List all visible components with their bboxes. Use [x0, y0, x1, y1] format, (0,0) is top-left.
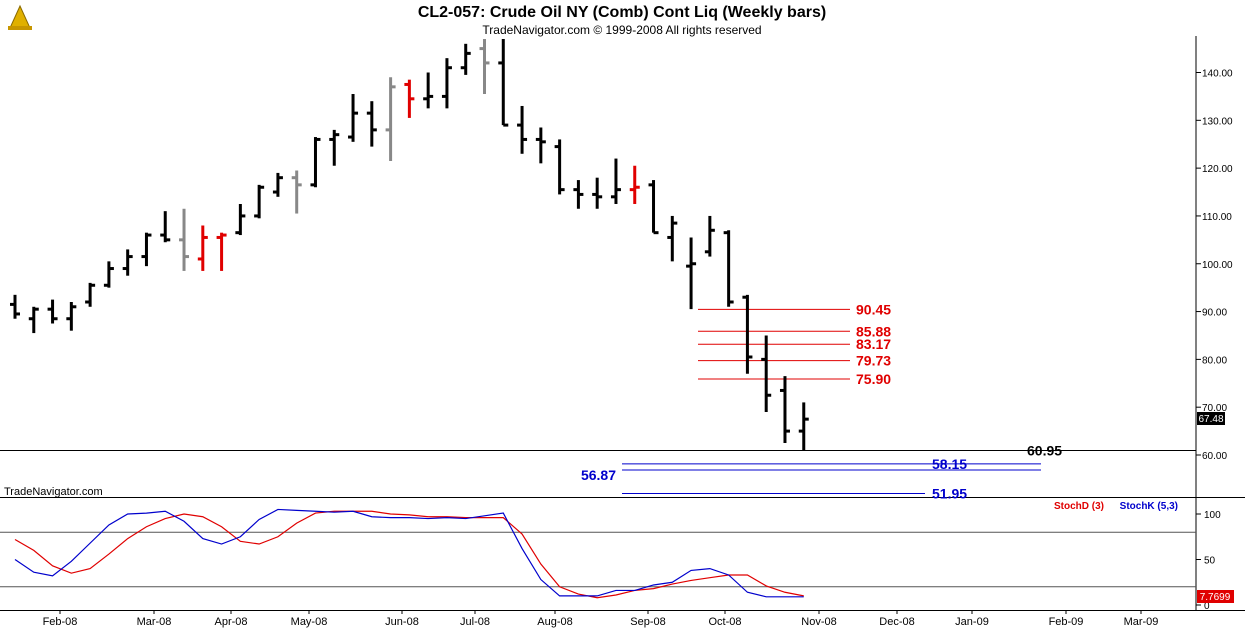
ohlc-bar: [310, 137, 321, 188]
price-level-label: 90.45: [856, 301, 891, 317]
price-level-label: 56.87: [581, 467, 616, 483]
stoch-last-value: 7.7699: [1200, 592, 1231, 603]
stoch-y-tick-label: 100: [1204, 510, 1221, 521]
stoch-y-axis: 0 50 100: [0, 510, 1221, 612]
price-y-tick-label: 120.00: [1202, 164, 1233, 175]
stoch-y-tick-label: 50: [1204, 556, 1216, 567]
price-y-tick-label: 80.00: [1202, 355, 1227, 366]
price-level-label: 60.95: [1027, 442, 1062, 458]
stoch-series-line: [14, 510, 804, 599]
ohlc-bar: [554, 139, 565, 195]
ohlc-bar: [535, 127, 546, 164]
date-tick-label: Nov-08: [801, 616, 836, 628]
date-axis: Feb-08 Mar-08 Apr-08 May-08 Jun-08 Jul-08 Aug-…: [43, 610, 1159, 628]
ohlc-bar: [329, 129, 340, 166]
legend-stochk: StochK (5,3): [1120, 501, 1178, 512]
ohlc-bar: [10, 294, 20, 319]
price-level-label: 51.95: [932, 485, 967, 501]
ohlc-bar: [761, 335, 772, 412]
price-level-label: 85.88: [856, 323, 891, 339]
ohlc-bar: [348, 94, 359, 142]
ohlc-bar: [592, 177, 603, 209]
price-level-label: 79.73: [856, 353, 891, 369]
ohlc-bar: [179, 208, 190, 271]
ohlc-bar: [460, 43, 471, 75]
ohlc-bar: [423, 72, 434, 109]
ohlc-bar: [254, 184, 265, 219]
ohlc-bar: [517, 105, 528, 154]
ohlc-bar: [629, 165, 640, 204]
ohlc-bar: [291, 170, 302, 214]
stoch-legend: StochD (3) StochK (5,3): [1054, 501, 1178, 512]
date-tick-label: Oct-08: [708, 616, 741, 628]
price-level-label: 58.15: [932, 456, 967, 472]
stoch-last-tag: 7.7699: [1197, 590, 1234, 603]
ohlc-bar: [610, 158, 621, 204]
ohlc-bar: [648, 180, 659, 235]
stoch-y-tick-label: 0: [1204, 601, 1210, 612]
date-tick-label: Feb-08: [43, 616, 78, 628]
ohlc-bar: [85, 282, 96, 307]
last-price-value: 67.48: [1198, 414, 1223, 425]
ohlc-bar: [47, 299, 58, 324]
watermark-text: TradeNavigator.com: [4, 486, 103, 498]
ohlc-bar: [272, 172, 283, 197]
ohlc-bar: [686, 237, 697, 310]
date-tick-label: Apr-08: [214, 616, 247, 628]
date-tick-label: Jul-08: [460, 616, 490, 628]
date-tick-label: May-08: [291, 616, 328, 628]
date-tick-label: Dec-08: [879, 616, 914, 628]
date-tick-label: Aug-08: [537, 616, 572, 628]
date-tick-label: Jun-08: [385, 616, 419, 628]
price-y-axis: 60.00 70.00 80.00 90.00 100.00 110.00 120.00 13…: [1196, 69, 1233, 462]
app-logo-icon: [4, 2, 36, 32]
ohlc-bar: [66, 302, 77, 331]
price-bars: [10, 39, 809, 451]
ohlc-bar: [742, 294, 753, 374]
ohlc-bar: [704, 215, 715, 257]
price-y-tick-label: 130.00: [1202, 116, 1233, 127]
ohlc-bar: [441, 58, 452, 109]
ohlc-bar: [216, 232, 227, 271]
ohlc-bar: [573, 180, 584, 209]
ohlc-bar: [479, 39, 490, 95]
date-tick-label: Sep-08: [630, 616, 665, 628]
price-y-tick-label: 140.00: [1202, 69, 1233, 80]
ohlc-bar: [160, 211, 171, 243]
price-y-tick-label: 70.00: [1202, 403, 1227, 414]
price-level-label: 75.90: [856, 371, 891, 387]
date-tick-label: Mar-09: [1124, 616, 1159, 628]
ohlc-bar: [28, 306, 39, 334]
ohlc-bar: [404, 79, 415, 118]
last-price-tag: 67.48: [1197, 412, 1225, 425]
ohlc-bar: [798, 402, 809, 451]
ohlc-bar: [779, 376, 790, 444]
date-tick-label: Jan-09: [955, 616, 989, 628]
ohlc-bar: [197, 225, 208, 271]
ohlc-bar: [235, 203, 246, 236]
stoch-series-line: [14, 508, 804, 598]
ohlc-bar: [141, 232, 152, 267]
stoch-lines: [14, 508, 804, 599]
price-y-tick-label: 60.00: [1202, 451, 1227, 462]
ohlc-bar: [103, 261, 114, 288]
chart-title: CL2-057: Crude Oil NY (Comb) Cont Liq (W…: [418, 4, 826, 21]
ohlc-bar: [122, 249, 133, 276]
date-tick-label: Mar-08: [137, 616, 172, 628]
legend-stochd: StochD (3): [1054, 501, 1104, 512]
ohlc-bar: [366, 101, 377, 147]
ohlc-bar: [385, 77, 396, 161]
copyright-text: TradeNavigator.com © 1999-2008 All right…: [482, 23, 761, 37]
price-y-tick-label: 100.00: [1202, 260, 1233, 271]
price-y-tick-label: 90.00: [1202, 308, 1227, 319]
ohlc-bar: [667, 215, 678, 262]
date-tick-label: Feb-09: [1049, 616, 1084, 628]
price-y-tick-label: 110.00: [1202, 212, 1232, 223]
ohlc-bar: [723, 230, 734, 307]
ohlc-bar: [498, 39, 509, 127]
price-level-label: 83.17: [856, 336, 891, 352]
